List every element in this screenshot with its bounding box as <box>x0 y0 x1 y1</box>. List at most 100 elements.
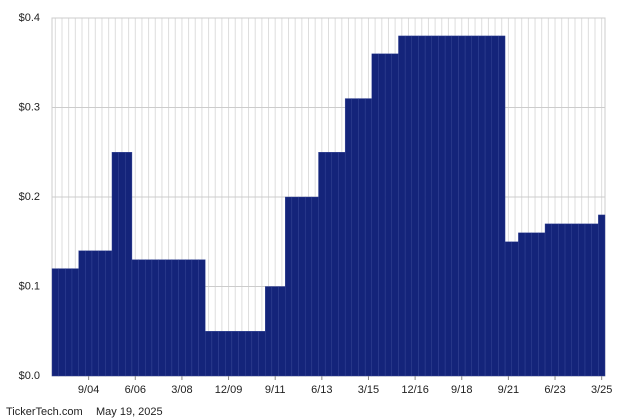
bar <box>351 98 359 377</box>
bar <box>211 331 219 377</box>
bar <box>504 241 512 377</box>
footer-source: TickerTech.com <box>6 406 83 418</box>
bar <box>518 232 526 377</box>
bar <box>324 152 333 377</box>
bar <box>125 152 133 377</box>
bar <box>464 35 472 377</box>
bar <box>138 259 146 377</box>
bar <box>571 223 579 377</box>
bar <box>584 223 592 377</box>
x-tick-label: 9/04 <box>78 384 99 396</box>
bar <box>298 196 306 377</box>
x-tick-label: 6/06 <box>125 384 146 396</box>
bar <box>71 268 79 377</box>
bar <box>171 259 179 377</box>
bar <box>391 53 399 377</box>
bar <box>364 98 373 377</box>
bar <box>265 286 273 377</box>
bar <box>598 214 606 377</box>
x-tick-label: 6/23 <box>544 384 565 396</box>
bar <box>185 259 193 377</box>
bar <box>578 223 586 377</box>
bar <box>165 259 173 377</box>
bar <box>311 196 319 377</box>
bar <box>371 53 379 377</box>
bar <box>318 152 326 377</box>
bar <box>245 331 253 377</box>
bar <box>65 268 73 377</box>
bar <box>558 223 566 377</box>
bar <box>484 35 492 377</box>
bar <box>424 35 432 377</box>
bar <box>258 331 266 377</box>
bar <box>231 331 239 377</box>
bar <box>331 152 339 377</box>
bar <box>418 35 426 377</box>
x-tick-label: 3/25 <box>591 384 612 396</box>
bar <box>251 331 259 377</box>
bar <box>191 259 199 377</box>
bar <box>411 35 419 377</box>
x-tick-label: 6/13 <box>311 384 332 396</box>
bar <box>131 259 139 377</box>
bar <box>338 152 346 377</box>
y-tick-label: $0.1 <box>19 280 40 292</box>
bar <box>278 286 286 377</box>
bar <box>91 250 99 377</box>
bar <box>478 35 486 377</box>
bar <box>458 35 466 377</box>
x-tick-label: 3/15 <box>358 384 379 396</box>
bar <box>291 196 299 377</box>
bar <box>544 223 552 377</box>
bar <box>564 223 572 377</box>
bar <box>151 259 159 377</box>
bar <box>205 331 213 377</box>
bar <box>284 196 293 377</box>
bar <box>358 98 366 377</box>
bar <box>105 250 113 377</box>
bar <box>238 331 246 377</box>
bar <box>344 98 353 377</box>
bar <box>398 35 406 377</box>
x-tick-label: 3/08 <box>171 384 192 396</box>
bar <box>158 259 166 377</box>
bar <box>511 241 519 377</box>
bar <box>531 232 539 377</box>
bar <box>431 35 439 377</box>
bar <box>304 196 313 377</box>
x-tick-label: 9/21 <box>498 384 519 396</box>
bar <box>178 259 186 377</box>
footer-date: May 19, 2025 <box>96 406 163 418</box>
bar <box>498 35 506 377</box>
bar <box>271 286 279 377</box>
bar <box>591 223 599 377</box>
bar <box>384 53 392 377</box>
bar <box>218 331 226 377</box>
bar <box>51 268 59 377</box>
bar <box>491 35 499 377</box>
bar <box>524 232 532 377</box>
bar <box>444 35 452 377</box>
x-tick-label: 9/11 <box>265 384 286 396</box>
y-tick-label: $0.4 <box>19 12 40 24</box>
y-tick-label: $0.2 <box>19 191 40 203</box>
x-tick-label: 12/16 <box>401 384 429 396</box>
bar <box>538 232 546 377</box>
y-tick-label: $0.0 <box>19 370 40 382</box>
bar <box>78 250 86 377</box>
bar <box>378 53 386 377</box>
y-tick-label: $0.3 <box>19 101 40 113</box>
x-tick-label: 12/09 <box>215 384 243 396</box>
bar <box>145 259 153 377</box>
bar <box>118 152 126 377</box>
bar <box>198 259 206 377</box>
bar <box>551 223 559 377</box>
bar <box>58 268 66 377</box>
bar <box>438 35 446 377</box>
bar <box>451 35 459 377</box>
bar <box>111 152 119 377</box>
bar <box>404 35 412 377</box>
bar <box>471 35 479 377</box>
bar <box>98 250 106 377</box>
